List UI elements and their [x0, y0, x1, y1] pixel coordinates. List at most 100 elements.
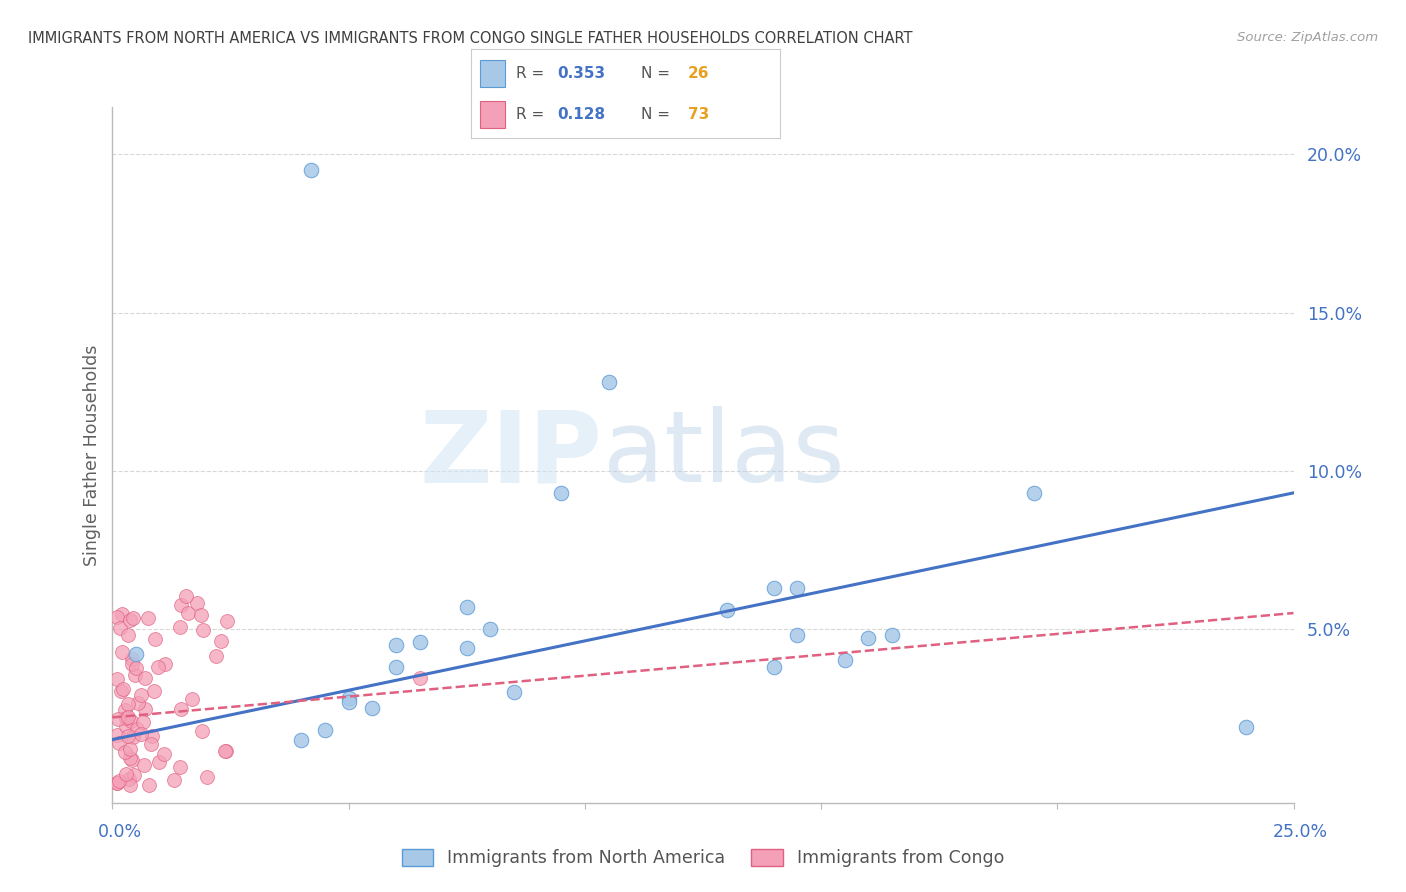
Point: [129, 688, 152, 702]
Point: [121, 657, 143, 671]
Point: [117, 698, 139, 712]
Point: [299, 163, 322, 178]
Point: [120, 714, 142, 728]
Point: [786, 581, 808, 595]
Point: [456, 640, 478, 655]
Point: [117, 710, 139, 724]
Point: [174, 589, 197, 603]
Text: Source: ZipAtlas.com: Source: ZipAtlas.com: [1237, 31, 1378, 45]
Point: [834, 653, 856, 667]
Point: [214, 744, 236, 758]
Point: [120, 613, 142, 627]
Text: 25.0%: 25.0%: [1272, 822, 1329, 840]
Text: N =: N =: [641, 107, 671, 121]
Point: [134, 701, 156, 715]
Point: [121, 753, 143, 767]
Point: [716, 603, 738, 617]
Point: [169, 620, 191, 634]
Point: [132, 757, 155, 772]
Point: [124, 768, 146, 782]
Point: [762, 660, 785, 674]
Point: [108, 774, 131, 789]
Text: atlas: atlas: [603, 407, 844, 503]
Point: [191, 723, 214, 738]
Point: [195, 770, 218, 784]
Point: [786, 628, 808, 642]
Text: R =: R =: [516, 66, 544, 80]
Point: [118, 778, 141, 792]
Text: 26: 26: [688, 66, 709, 80]
Point: [134, 671, 156, 685]
Point: [385, 660, 408, 674]
Point: [118, 750, 141, 764]
Point: [117, 729, 139, 743]
Point: [114, 710, 136, 724]
Point: [191, 623, 214, 637]
Point: [125, 647, 148, 661]
Point: [177, 606, 200, 620]
Point: [337, 691, 360, 706]
Point: [479, 622, 502, 636]
Point: [129, 727, 152, 741]
Y-axis label: Single Father Households: Single Father Households: [83, 344, 101, 566]
Point: [138, 611, 160, 625]
Point: [118, 742, 141, 756]
Point: [105, 776, 128, 790]
Legend: Immigrants from North America, Immigrants from Congo: Immigrants from North America, Immigrant…: [395, 842, 1011, 874]
Text: 0.0%: 0.0%: [97, 822, 142, 840]
Point: [181, 691, 204, 706]
Text: IMMIGRANTS FROM NORTH AMERICA VS IMMIGRANTS FROM CONGO SINGLE FATHER HOUSEHOLDS : IMMIGRANTS FROM NORTH AMERICA VS IMMIGRA…: [28, 31, 912, 46]
Point: [122, 730, 145, 744]
Point: [143, 684, 166, 698]
Point: [361, 701, 384, 715]
Point: [139, 737, 162, 751]
Text: 0.353: 0.353: [558, 66, 606, 80]
Point: [107, 712, 129, 726]
FancyBboxPatch shape: [481, 101, 505, 128]
Point: [141, 729, 163, 743]
Point: [858, 632, 880, 646]
Point: [138, 779, 160, 793]
Point: [114, 767, 136, 781]
Point: [122, 611, 145, 625]
Point: [155, 657, 177, 671]
Point: [209, 633, 232, 648]
Point: [105, 610, 128, 624]
Text: ZIP: ZIP: [420, 407, 603, 503]
Point: [110, 683, 132, 698]
Point: [1022, 486, 1045, 500]
Point: [205, 648, 228, 663]
FancyBboxPatch shape: [481, 60, 505, 87]
Point: [186, 596, 208, 610]
Point: [169, 760, 191, 774]
Point: [550, 486, 572, 500]
Point: [314, 723, 336, 737]
Point: [598, 375, 620, 389]
Point: [880, 628, 903, 642]
Point: [215, 744, 238, 758]
Text: 73: 73: [688, 107, 709, 121]
Point: [762, 581, 785, 595]
Point: [145, 632, 167, 646]
Point: [132, 714, 155, 729]
Point: [190, 607, 212, 622]
Point: [153, 747, 176, 761]
Point: [117, 628, 139, 642]
Point: [125, 661, 148, 675]
Text: N =: N =: [641, 66, 671, 80]
Point: [169, 598, 191, 612]
Point: [290, 732, 312, 747]
Point: [503, 685, 526, 699]
Point: [111, 607, 134, 622]
Point: [128, 696, 150, 710]
Point: [148, 659, 170, 673]
Point: [114, 745, 136, 759]
Point: [337, 695, 360, 709]
Point: [124, 668, 146, 682]
Point: [1234, 720, 1257, 734]
Point: [121, 652, 143, 666]
Point: [114, 703, 136, 717]
Point: [170, 702, 193, 716]
Point: [125, 722, 148, 736]
Point: [108, 621, 131, 635]
